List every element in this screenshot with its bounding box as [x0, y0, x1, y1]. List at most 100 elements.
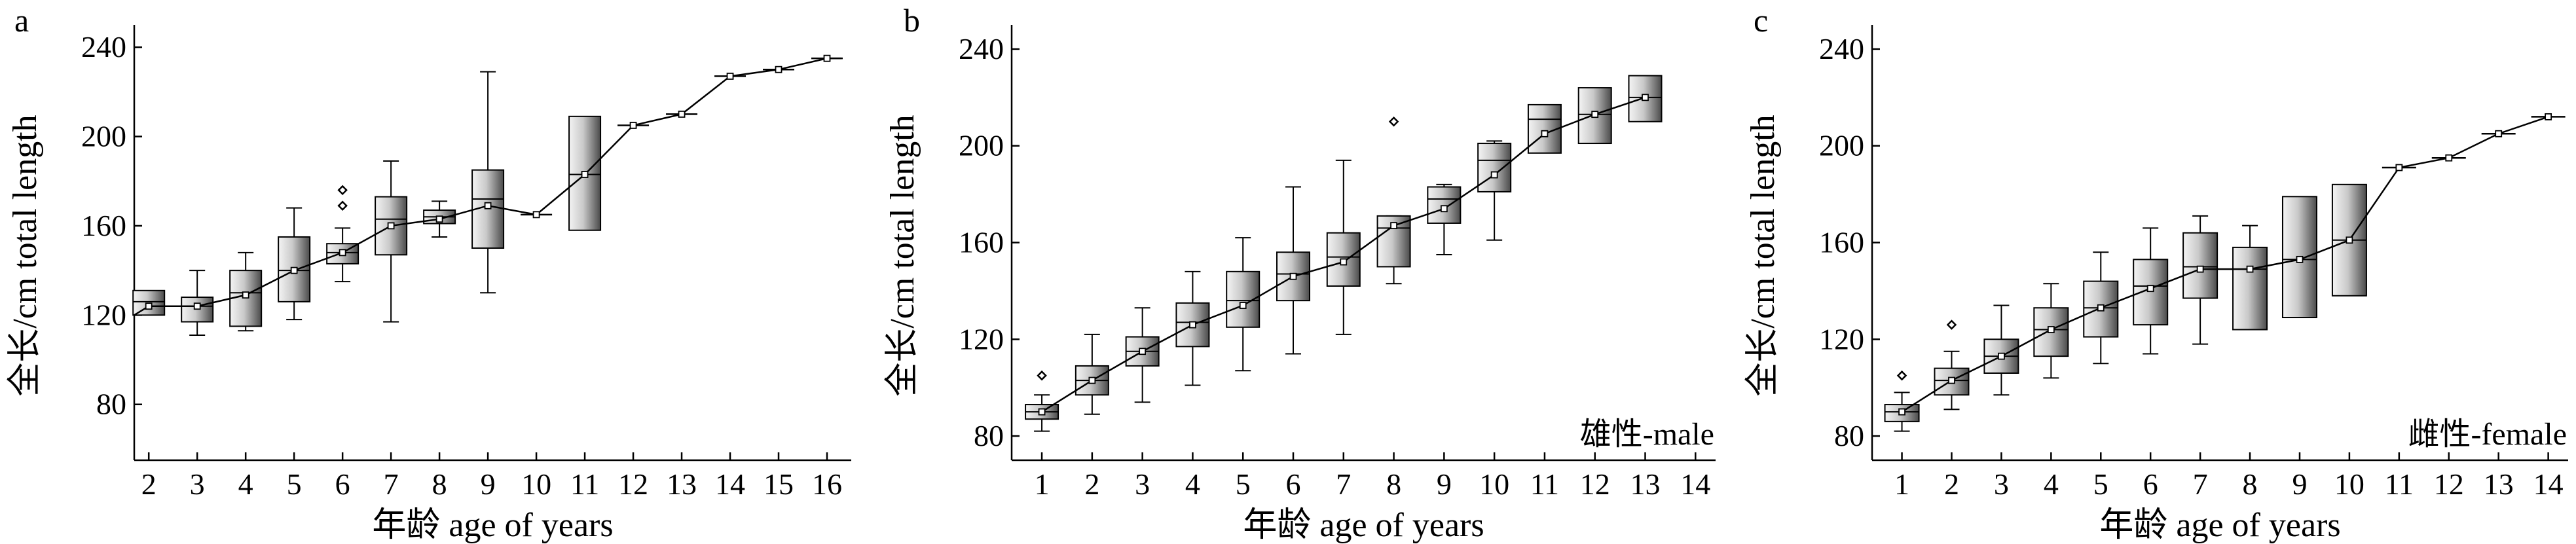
x-tick-label: 14: [1680, 467, 1710, 501]
outlier-point: [337, 185, 348, 196]
mean-marker: [290, 266, 298, 274]
mean-marker: [1038, 408, 1046, 416]
mean-marker: [2146, 285, 2154, 293]
x-tick-label: 1: [1894, 467, 1909, 501]
mean-marker: [1591, 111, 1599, 118]
mean-marker: [1898, 408, 1905, 416]
y-axis-label: 全长/cm total length: [884, 115, 921, 396]
x-tick-label: 8: [2243, 467, 2258, 501]
x-tick-label: 15: [764, 467, 794, 501]
mean-marker: [2047, 326, 2055, 333]
box: [1477, 143, 1512, 192]
x-tick-label: 4: [238, 467, 253, 501]
mean-marker: [2296, 255, 2304, 263]
x-tick-label: 16: [812, 467, 842, 501]
box: [1376, 215, 1411, 268]
y-tick-label: 80: [96, 388, 126, 421]
x-axis-label: 年龄 age of years: [1243, 507, 1484, 544]
x-tick-label: 11: [570, 467, 599, 501]
y-tick-label: 80: [974, 419, 1004, 452]
y-tick-label: 240: [959, 32, 1004, 65]
x-tick-label: 2: [1944, 467, 1959, 501]
mean-marker: [678, 111, 686, 118]
x-tick-label: 11: [1530, 467, 1559, 501]
mean-marker: [1340, 258, 1348, 266]
x-tick-label: 10: [521, 467, 551, 501]
mean-marker: [1239, 302, 1247, 309]
x-tick-label: 7: [1336, 467, 1351, 501]
x-axis-label: 年龄 age of years: [372, 507, 613, 544]
mean-marker: [2346, 236, 2353, 244]
x-tick-label: 3: [1135, 467, 1150, 501]
box: [568, 115, 602, 231]
mean-marker: [1490, 171, 1498, 179]
x-tick-label: 5: [2093, 467, 2108, 501]
mean-marker: [1642, 94, 1649, 101]
mean-marker: [1440, 205, 1448, 213]
mean-marker: [2097, 304, 2105, 312]
box: [2182, 232, 2218, 299]
x-tick-label: 4: [1185, 467, 1200, 501]
y-tick-label: 240: [81, 30, 126, 63]
x-tick-label: 12: [618, 467, 648, 501]
y-tick-label: 160: [81, 209, 126, 242]
x-tick-label: 6: [2143, 467, 2158, 501]
x-tick-label: 1: [1035, 467, 1050, 501]
x-tick-label: 9: [1437, 467, 1452, 501]
mean-marker: [1139, 348, 1147, 355]
box: [1326, 232, 1361, 287]
mean-marker: [2395, 164, 2403, 172]
x-tick-label: 3: [1994, 467, 2009, 501]
mean-marker: [339, 249, 346, 257]
mean-marker: [823, 54, 831, 62]
box: [1427, 186, 1462, 224]
x-tick-label: 2: [1084, 467, 1099, 501]
x-tick-label: 7: [384, 467, 399, 501]
x-tick-label: 5: [287, 467, 302, 501]
x-tick-label: 3: [190, 467, 205, 501]
mean-marker: [1541, 130, 1549, 137]
mean-marker: [2196, 265, 2204, 273]
y-tick-label: 120: [1819, 322, 1864, 355]
y-tick-label: 80: [1834, 419, 1864, 452]
mean-marker: [387, 222, 395, 230]
outlier-point: [1896, 370, 1907, 381]
mean-marker: [193, 302, 201, 310]
mean-marker: [2495, 130, 2503, 137]
x-tick-label: 13: [667, 467, 697, 501]
mean-marker: [532, 211, 540, 219]
mean-marker: [2445, 154, 2453, 162]
y-tick-label: 120: [959, 322, 1004, 355]
mean-marker: [2545, 113, 2552, 120]
outlier-point: [337, 200, 348, 211]
panel-letter: a: [14, 2, 29, 39]
mean-line: [1901, 116, 2549, 413]
x-tick-label: 9: [481, 467, 496, 501]
y-tick-label: 120: [81, 298, 126, 331]
mean-marker: [1289, 272, 1297, 280]
x-tick-label: 6: [335, 467, 350, 501]
x-tick-label: 14: [715, 467, 745, 501]
x-tick-label: 14: [2533, 467, 2564, 501]
x-tick-label: 4: [2044, 467, 2059, 501]
mean-marker: [1088, 376, 1096, 384]
y-axis-label: 全长/cm total length: [7, 115, 44, 396]
x-tick-label: 2: [141, 467, 156, 501]
y-axis-label: 全长/cm total length: [1744, 115, 1782, 396]
box: [2232, 246, 2268, 331]
x-tick-label: 10: [2334, 467, 2364, 501]
y-tick-label: 160: [959, 226, 1004, 259]
x-tick-label: 7: [2193, 467, 2208, 501]
mean-marker: [726, 73, 734, 80]
x-tick-label: 10: [1479, 467, 1509, 501]
mean-marker: [775, 65, 782, 73]
mean-marker: [145, 302, 153, 310]
panel-a-chart: 80 120 160 200 240 2 3 4 5 6 7 8 9 10 11 12 13 14 15 16 年龄 a…: [7, 2, 851, 544]
mean-marker: [484, 202, 492, 209]
outlier-point: [1388, 117, 1399, 127]
panel-letter: b: [904, 2, 920, 39]
x-tick-label: 8: [1386, 467, 1401, 501]
mean-marker: [1948, 376, 1955, 384]
mean-marker: [629, 122, 637, 129]
